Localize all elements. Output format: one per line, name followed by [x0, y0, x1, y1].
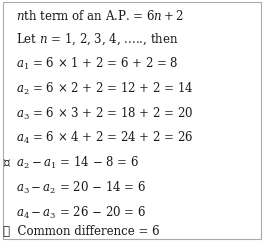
- Text: $n$th term of an A.P. = $6n + 2$: $n$th term of an A.P. = $6n + 2$: [16, 9, 184, 23]
- Text: ∴  Common difference = 6: ∴ Common difference = 6: [3, 225, 159, 238]
- Text: ∴  $a_2 - a_1$ = 14 − 8 = 6: ∴ $a_2 - a_1$ = 14 − 8 = 6: [3, 155, 139, 171]
- Text: $a_3$ = 6 × 3 + 2 = 18 + 2 = 20: $a_3$ = 6 × 3 + 2 = 18 + 2 = 20: [16, 106, 194, 121]
- Text: Let $n$ = 1, 2, 3, 4, ....., then: Let $n$ = 1, 2, 3, 4, ....., then: [16, 31, 178, 47]
- Text: $a_3 - a_2$ = 20 − 14 = 6: $a_3 - a_2$ = 20 − 14 = 6: [16, 180, 146, 196]
- Text: $a_4$ = 6 × 4 + 2 = 24 + 2 = 26: $a_4$ = 6 × 4 + 2 = 24 + 2 = 26: [16, 130, 194, 146]
- Text: $a_2$ = 6 × 2 + 2 = 12 + 2 = 14: $a_2$ = 6 × 2 + 2 = 12 + 2 = 14: [16, 81, 194, 97]
- Text: $a_4 - a_3$ = 26 − 20 = 6: $a_4 - a_3$ = 26 − 20 = 6: [16, 205, 146, 221]
- Text: $a_1$ = 6 × 1 + 2 = 6 + 2 = 8: $a_1$ = 6 × 1 + 2 = 6 + 2 = 8: [16, 56, 178, 72]
